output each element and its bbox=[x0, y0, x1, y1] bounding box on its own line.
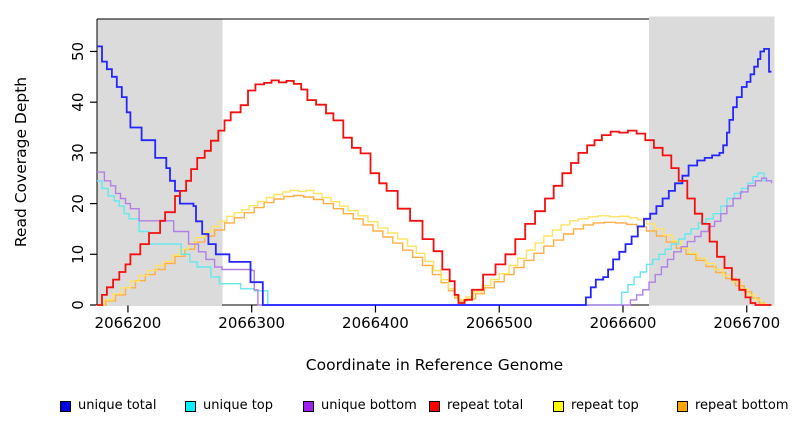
y-tick-label: 0 bbox=[69, 300, 87, 310]
series-line-unique-total bbox=[97, 45, 772, 306]
shaded-region-left-flank bbox=[97, 19, 223, 306]
x-tick-label: 2066600 bbox=[590, 314, 657, 332]
y-tick-label: 40 bbox=[69, 93, 87, 112]
series-line-repeat-total bbox=[97, 79, 772, 306]
series-line-unique-top bbox=[97, 172, 772, 306]
series-line-repeat-bottom bbox=[97, 194, 772, 306]
y-tick-label: 10 bbox=[69, 245, 87, 264]
x-tick-label: 2066300 bbox=[218, 314, 285, 332]
series-line-unique-bottom bbox=[97, 171, 773, 306]
x-axis-title: Coordinate in Reference Genome bbox=[305, 356, 564, 374]
x-tick-label: 2066500 bbox=[466, 314, 533, 332]
y-axis-title: Read Coverage Depth bbox=[12, 76, 30, 248]
series-line-repeat-top bbox=[97, 189, 772, 306]
shaded-region-right-flank bbox=[648, 16, 775, 306]
x-tick-label: 2066400 bbox=[342, 314, 409, 332]
x-tick-label: 2066200 bbox=[95, 314, 162, 332]
y-tick-label: 50 bbox=[69, 42, 87, 61]
y-tick-label: 30 bbox=[69, 143, 87, 162]
x-tick-label: 2066700 bbox=[713, 314, 780, 332]
y-tick-label: 20 bbox=[69, 194, 87, 213]
